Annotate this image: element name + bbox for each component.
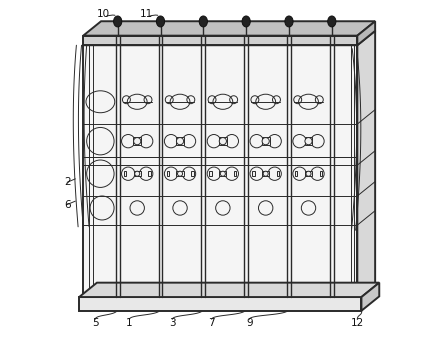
- Bar: [305, 171, 312, 176]
- Ellipse shape: [156, 16, 165, 27]
- Ellipse shape: [178, 171, 182, 176]
- Ellipse shape: [328, 16, 336, 27]
- Bar: [219, 137, 227, 145]
- Ellipse shape: [285, 16, 293, 27]
- Text: 11: 11: [140, 9, 153, 19]
- Text: 2: 2: [64, 177, 71, 187]
- Ellipse shape: [305, 138, 312, 145]
- Bar: [210, 171, 212, 176]
- Bar: [148, 171, 151, 176]
- Bar: [277, 171, 279, 176]
- Ellipse shape: [219, 138, 226, 145]
- Bar: [252, 171, 254, 176]
- Text: 9: 9: [246, 318, 253, 328]
- Bar: [295, 171, 297, 176]
- Bar: [176, 171, 184, 176]
- Ellipse shape: [199, 16, 207, 27]
- Bar: [305, 137, 313, 145]
- Text: 3: 3: [169, 318, 176, 328]
- Ellipse shape: [306, 171, 311, 176]
- Polygon shape: [361, 283, 379, 311]
- Polygon shape: [79, 283, 379, 297]
- Text: 12: 12: [351, 318, 364, 328]
- Text: 7: 7: [208, 318, 215, 328]
- Text: 10: 10: [97, 9, 111, 19]
- Polygon shape: [83, 45, 357, 297]
- Ellipse shape: [176, 138, 184, 145]
- Ellipse shape: [220, 171, 226, 176]
- Bar: [176, 137, 184, 145]
- Text: 1: 1: [126, 318, 133, 328]
- Ellipse shape: [114, 16, 122, 27]
- Ellipse shape: [134, 138, 141, 145]
- Bar: [191, 171, 194, 176]
- Bar: [166, 171, 169, 176]
- Ellipse shape: [262, 138, 269, 145]
- Bar: [234, 171, 236, 176]
- Text: 6: 6: [64, 200, 71, 209]
- Text: 5: 5: [92, 318, 99, 328]
- Ellipse shape: [242, 16, 250, 27]
- Polygon shape: [83, 31, 375, 45]
- Bar: [133, 137, 141, 145]
- Polygon shape: [79, 297, 361, 311]
- Polygon shape: [357, 31, 375, 297]
- Bar: [262, 171, 269, 176]
- Bar: [219, 171, 226, 176]
- Bar: [262, 137, 270, 145]
- Ellipse shape: [263, 171, 268, 176]
- Polygon shape: [83, 36, 357, 45]
- Polygon shape: [83, 21, 375, 36]
- Bar: [320, 171, 322, 176]
- Ellipse shape: [135, 171, 140, 176]
- Polygon shape: [357, 21, 375, 45]
- Bar: [124, 171, 126, 176]
- Bar: [134, 171, 141, 176]
